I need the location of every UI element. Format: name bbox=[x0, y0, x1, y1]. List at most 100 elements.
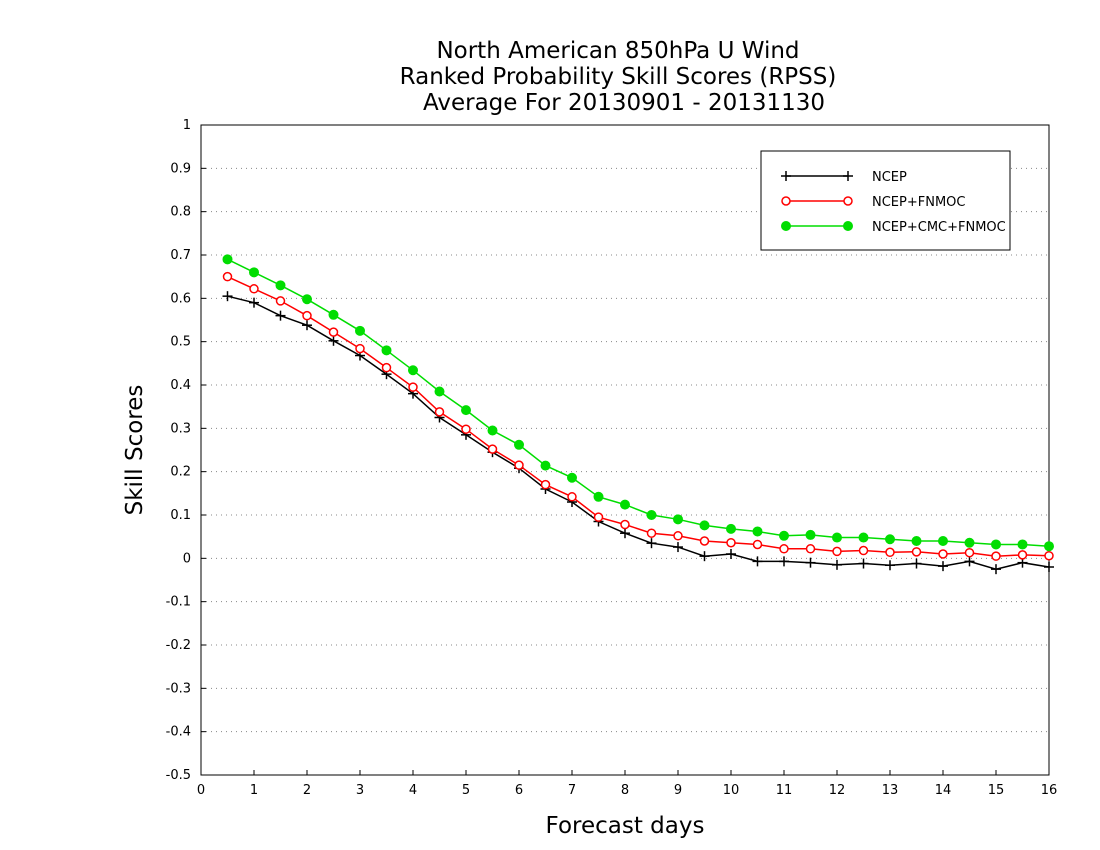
data-point bbox=[699, 551, 710, 562]
data-point bbox=[646, 538, 657, 549]
data-point bbox=[752, 556, 763, 567]
legend-label: NCEP+CMC+FNMOC bbox=[872, 220, 1006, 235]
data-point bbox=[938, 536, 948, 546]
data-point bbox=[249, 267, 259, 278]
x-tick-label: 16 bbox=[1041, 783, 1058, 798]
data-point bbox=[699, 520, 710, 531]
data-point bbox=[514, 460, 524, 470]
data-point bbox=[381, 345, 392, 356]
y-tick-label: 1 bbox=[183, 118, 191, 133]
data-point bbox=[461, 424, 471, 434]
x-tick-label: 4 bbox=[409, 783, 417, 798]
data-point bbox=[1017, 539, 1028, 550]
data-point bbox=[487, 425, 498, 436]
data-point bbox=[991, 564, 1001, 575]
y-tick-label: 0.3 bbox=[170, 421, 191, 436]
y-tick-label: -0.5 bbox=[166, 768, 191, 783]
y-tick-label: 0.5 bbox=[170, 335, 191, 350]
data-point bbox=[964, 547, 975, 558]
data-point bbox=[1044, 541, 1054, 552]
series-ncep-fnmoc bbox=[222, 271, 1054, 561]
x-tick-label: 14 bbox=[935, 783, 952, 798]
legend-box bbox=[760, 150, 1011, 251]
data-point bbox=[434, 386, 445, 397]
data-point bbox=[302, 294, 312, 305]
title-line-2: Ranked Probability Skill Scores (RPSS) bbox=[400, 64, 837, 90]
data-point bbox=[673, 514, 683, 525]
legend-item: NCEP+FNMOC bbox=[781, 195, 965, 210]
y-tick-label: 0.1 bbox=[170, 508, 191, 523]
data-point bbox=[843, 221, 853, 231]
data-point bbox=[249, 297, 259, 308]
data-point bbox=[885, 560, 895, 571]
grid bbox=[201, 167, 1049, 733]
data-point bbox=[911, 558, 922, 569]
data-point bbox=[355, 325, 365, 336]
data-point bbox=[646, 510, 657, 520]
x-tick-label: 12 bbox=[829, 783, 846, 798]
data-point bbox=[408, 382, 418, 392]
data-point bbox=[302, 320, 312, 331]
data-point bbox=[222, 271, 233, 282]
y-tick-label: 0.4 bbox=[170, 378, 191, 393]
data-point bbox=[646, 528, 657, 538]
data-point bbox=[275, 310, 286, 321]
y-tick-label: 0.2 bbox=[170, 465, 191, 480]
data-point bbox=[461, 405, 471, 416]
data-point bbox=[328, 335, 339, 346]
data-point bbox=[620, 528, 630, 539]
data-point bbox=[673, 542, 683, 553]
data-point bbox=[964, 537, 975, 548]
y-tick-label: 0.6 bbox=[170, 291, 191, 306]
data-point bbox=[858, 532, 869, 543]
x-tick-label: 1 bbox=[250, 783, 258, 798]
data-point bbox=[540, 460, 551, 471]
data-point bbox=[355, 343, 365, 354]
data-point bbox=[1044, 562, 1054, 572]
series-ncep bbox=[222, 291, 1054, 575]
series-layer bbox=[222, 254, 1054, 575]
data-point bbox=[805, 557, 816, 568]
legend-item: NCEP+CMC+FNMOC bbox=[781, 220, 1006, 235]
data-point bbox=[832, 546, 842, 557]
legend-item: NCEP bbox=[781, 170, 907, 185]
x-tick-label: 15 bbox=[988, 783, 1005, 798]
data-point bbox=[434, 407, 445, 417]
data-point bbox=[222, 291, 233, 302]
data-point bbox=[938, 561, 948, 572]
data-point bbox=[620, 519, 630, 530]
x-tick-label: 10 bbox=[723, 783, 740, 798]
data-point bbox=[911, 547, 922, 557]
data-point bbox=[567, 472, 577, 483]
data-point bbox=[805, 529, 816, 540]
data-point bbox=[620, 499, 630, 510]
data-point bbox=[938, 549, 948, 559]
data-point bbox=[249, 284, 259, 294]
series-line bbox=[227, 258, 1050, 547]
title-line-1: North American 850hPa U Wind bbox=[436, 38, 799, 64]
y-tick-label: -0.1 bbox=[166, 595, 191, 610]
legend-label: NCEP bbox=[872, 170, 907, 185]
x-tick-label: 11 bbox=[776, 783, 793, 798]
y-tick-label: 0.8 bbox=[170, 205, 191, 220]
data-point bbox=[911, 536, 922, 546]
data-point bbox=[222, 254, 233, 265]
x-tick-label: 0 bbox=[197, 783, 205, 798]
data-point bbox=[514, 439, 524, 450]
series-ncep-cmc-fnmoc bbox=[222, 254, 1054, 552]
data-point bbox=[858, 558, 869, 569]
data-point bbox=[328, 327, 339, 337]
y-axis-label: Skill Scores bbox=[122, 385, 148, 516]
y-tick-label: 0.7 bbox=[170, 248, 191, 263]
title-line-3: Average For 20130901 - 20131130 bbox=[423, 90, 825, 116]
data-point bbox=[593, 491, 604, 502]
data-point bbox=[832, 532, 842, 543]
data-point bbox=[832, 559, 842, 570]
data-point bbox=[567, 492, 577, 502]
data-point bbox=[781, 221, 791, 231]
data-point bbox=[779, 530, 789, 541]
data-point bbox=[408, 365, 418, 376]
data-point bbox=[843, 171, 853, 181]
data-point bbox=[991, 551, 1001, 561]
